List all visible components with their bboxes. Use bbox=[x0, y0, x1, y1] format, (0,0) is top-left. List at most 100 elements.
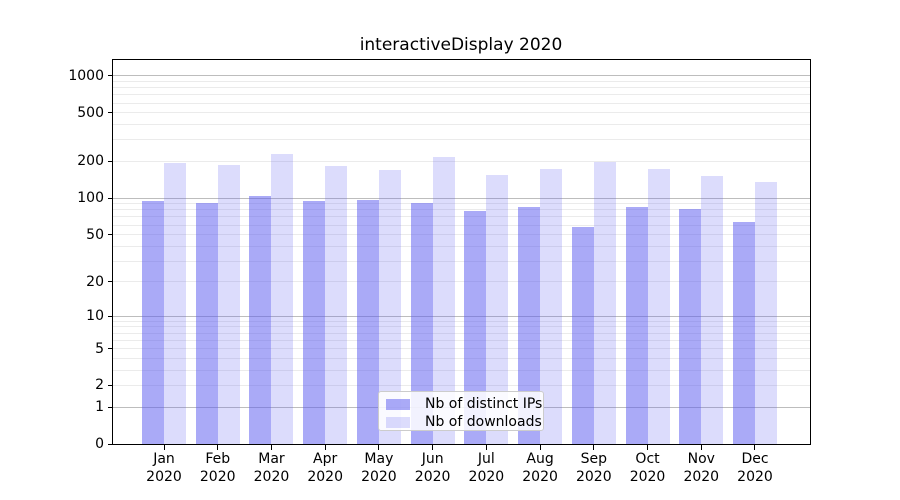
y-tick-mark bbox=[108, 281, 112, 283]
legend-swatch-downloads bbox=[386, 416, 410, 428]
bar-nb-of-distinct-ips-sep[interactable] bbox=[571, 226, 594, 444]
bar-nb-of-distinct-ips-aug[interactable] bbox=[518, 207, 541, 444]
x-tick-label: Apr 2020 bbox=[307, 451, 343, 485]
y-tick-label: 500 bbox=[77, 104, 104, 121]
x-tick-mark bbox=[754, 445, 756, 450]
legend-label-distinct-ips: Nb of distinct IPs bbox=[425, 396, 543, 412]
y-tick-mark bbox=[108, 384, 112, 386]
y-tick-label: 2 bbox=[95, 377, 104, 394]
y-tick-label: 50 bbox=[86, 226, 104, 243]
x-tick-mark bbox=[324, 445, 326, 450]
gridline-minor bbox=[113, 81, 810, 83]
bar-nb-of-downloads-aug[interactable] bbox=[540, 169, 563, 444]
y-tick-mark bbox=[108, 112, 112, 114]
x-tick-label: Dec 2020 bbox=[737, 451, 773, 485]
gridlines-layer bbox=[113, 60, 810, 444]
legend-label-downloads: Nb of downloads bbox=[425, 414, 542, 430]
x-tick-label: Oct 2020 bbox=[629, 451, 666, 485]
legend-item-downloads: Nb of downloads bbox=[379, 413, 543, 431]
y-tick-mark bbox=[108, 406, 112, 408]
chart-title: interactiveDisplay 2020 bbox=[359, 35, 563, 55]
y-tick-mark bbox=[108, 160, 112, 162]
gridline-minor bbox=[113, 339, 810, 341]
x-tick-label: Nov 2020 bbox=[683, 451, 720, 485]
bar-nb-of-downloads-jun[interactable] bbox=[432, 156, 455, 444]
legend-swatch-distinct-ips bbox=[386, 398, 410, 410]
x-tick-mark bbox=[378, 445, 380, 450]
gridline-minor bbox=[113, 124, 810, 126]
gridline-major bbox=[113, 197, 810, 199]
bar-nb-of-distinct-ips-oct[interactable] bbox=[625, 206, 648, 444]
x-tick-label: Mar 2020 bbox=[253, 451, 290, 485]
x-tick-label: Jun 2020 bbox=[414, 451, 451, 485]
bar-nb-of-downloads-feb[interactable] bbox=[217, 164, 240, 444]
bar-nb-of-downloads-dec[interactable] bbox=[754, 181, 777, 444]
x-tick-mark bbox=[217, 445, 219, 450]
y-tick-mark bbox=[108, 75, 112, 77]
bar-nb-of-downloads-oct[interactable] bbox=[647, 168, 670, 444]
bar-nb-of-distinct-ips-apr[interactable] bbox=[303, 201, 326, 444]
gridline-major bbox=[113, 75, 810, 77]
y-tick-label: 1 bbox=[95, 399, 104, 416]
gridline-major bbox=[113, 315, 810, 317]
gridline-minor bbox=[113, 260, 810, 262]
bar-nb-of-distinct-ips-mar[interactable] bbox=[249, 195, 272, 444]
x-tick-label: Feb 2020 bbox=[199, 451, 236, 485]
gridline-minor bbox=[113, 281, 810, 283]
bar-nb-of-downloads-nov[interactable] bbox=[701, 176, 724, 444]
x-tick-mark bbox=[700, 445, 702, 450]
gridline-minor bbox=[113, 384, 810, 386]
gridline-minor bbox=[113, 224, 810, 226]
x-tick-mark bbox=[593, 445, 595, 450]
plot-area bbox=[112, 59, 811, 445]
y-tick-label: 100 bbox=[77, 190, 104, 207]
bars-layer bbox=[113, 60, 810, 444]
x-tick-label: Jan 2020 bbox=[146, 451, 182, 485]
x-tick-label: Sep 2020 bbox=[575, 451, 612, 485]
gridline-minor bbox=[113, 94, 810, 96]
y-tick-label: 200 bbox=[77, 153, 104, 170]
x-tick-mark bbox=[163, 445, 165, 450]
bar-nb-of-downloads-apr[interactable] bbox=[325, 165, 348, 444]
y-tick-mark bbox=[108, 315, 112, 317]
gridline-minor bbox=[113, 234, 810, 236]
gridline-minor bbox=[113, 203, 810, 205]
bar-nb-of-downloads-jul[interactable] bbox=[486, 175, 509, 444]
bar-nb-of-distinct-ips-nov[interactable] bbox=[679, 209, 702, 444]
x-tick-label: Jul 2020 bbox=[468, 451, 505, 485]
bar-nb-of-downloads-sep[interactable] bbox=[593, 161, 616, 444]
gridline-minor bbox=[113, 320, 810, 322]
x-tick-mark bbox=[485, 445, 487, 450]
x-tick-mark bbox=[270, 445, 272, 450]
x-tick-mark bbox=[647, 445, 649, 450]
gridline-minor bbox=[113, 209, 810, 211]
bar-nb-of-distinct-ips-feb[interactable] bbox=[195, 202, 218, 444]
y-tick-label: 20 bbox=[86, 273, 104, 290]
legend-item-distinct-ips: Nb of distinct IPs bbox=[379, 395, 543, 413]
bar-nb-of-downloads-may[interactable] bbox=[378, 170, 401, 444]
y-tick-label: 0 bbox=[95, 436, 104, 452]
bar-nb-of-downloads-jan[interactable] bbox=[164, 163, 186, 444]
gridline-minor bbox=[113, 112, 810, 114]
gridline-minor bbox=[113, 245, 810, 247]
bar-nb-of-distinct-ips-jun[interactable] bbox=[410, 202, 433, 444]
gridline-minor bbox=[113, 139, 810, 141]
bar-nb-of-downloads-mar[interactable] bbox=[271, 153, 294, 444]
gridline-minor bbox=[113, 357, 810, 359]
bar-nb-of-distinct-ips-may[interactable] bbox=[356, 200, 379, 444]
y-tick-mark bbox=[108, 234, 112, 236]
legend: Nb of distinct IPs Nb of downloads bbox=[378, 391, 544, 431]
gridline-minor bbox=[113, 87, 810, 89]
y-tick-label: 1000 bbox=[68, 67, 104, 84]
bar-nb-of-distinct-ips-jul[interactable] bbox=[464, 211, 487, 444]
x-tick-mark bbox=[539, 445, 541, 450]
bar-nb-of-distinct-ips-jan[interactable] bbox=[142, 201, 164, 444]
y-tick-mark bbox=[108, 197, 112, 199]
gridline-minor bbox=[113, 332, 810, 334]
bar-nb-of-distinct-ips-dec[interactable] bbox=[732, 222, 755, 444]
y-tick-label: 10 bbox=[86, 308, 104, 325]
y-tick-label: 5 bbox=[95, 340, 104, 357]
